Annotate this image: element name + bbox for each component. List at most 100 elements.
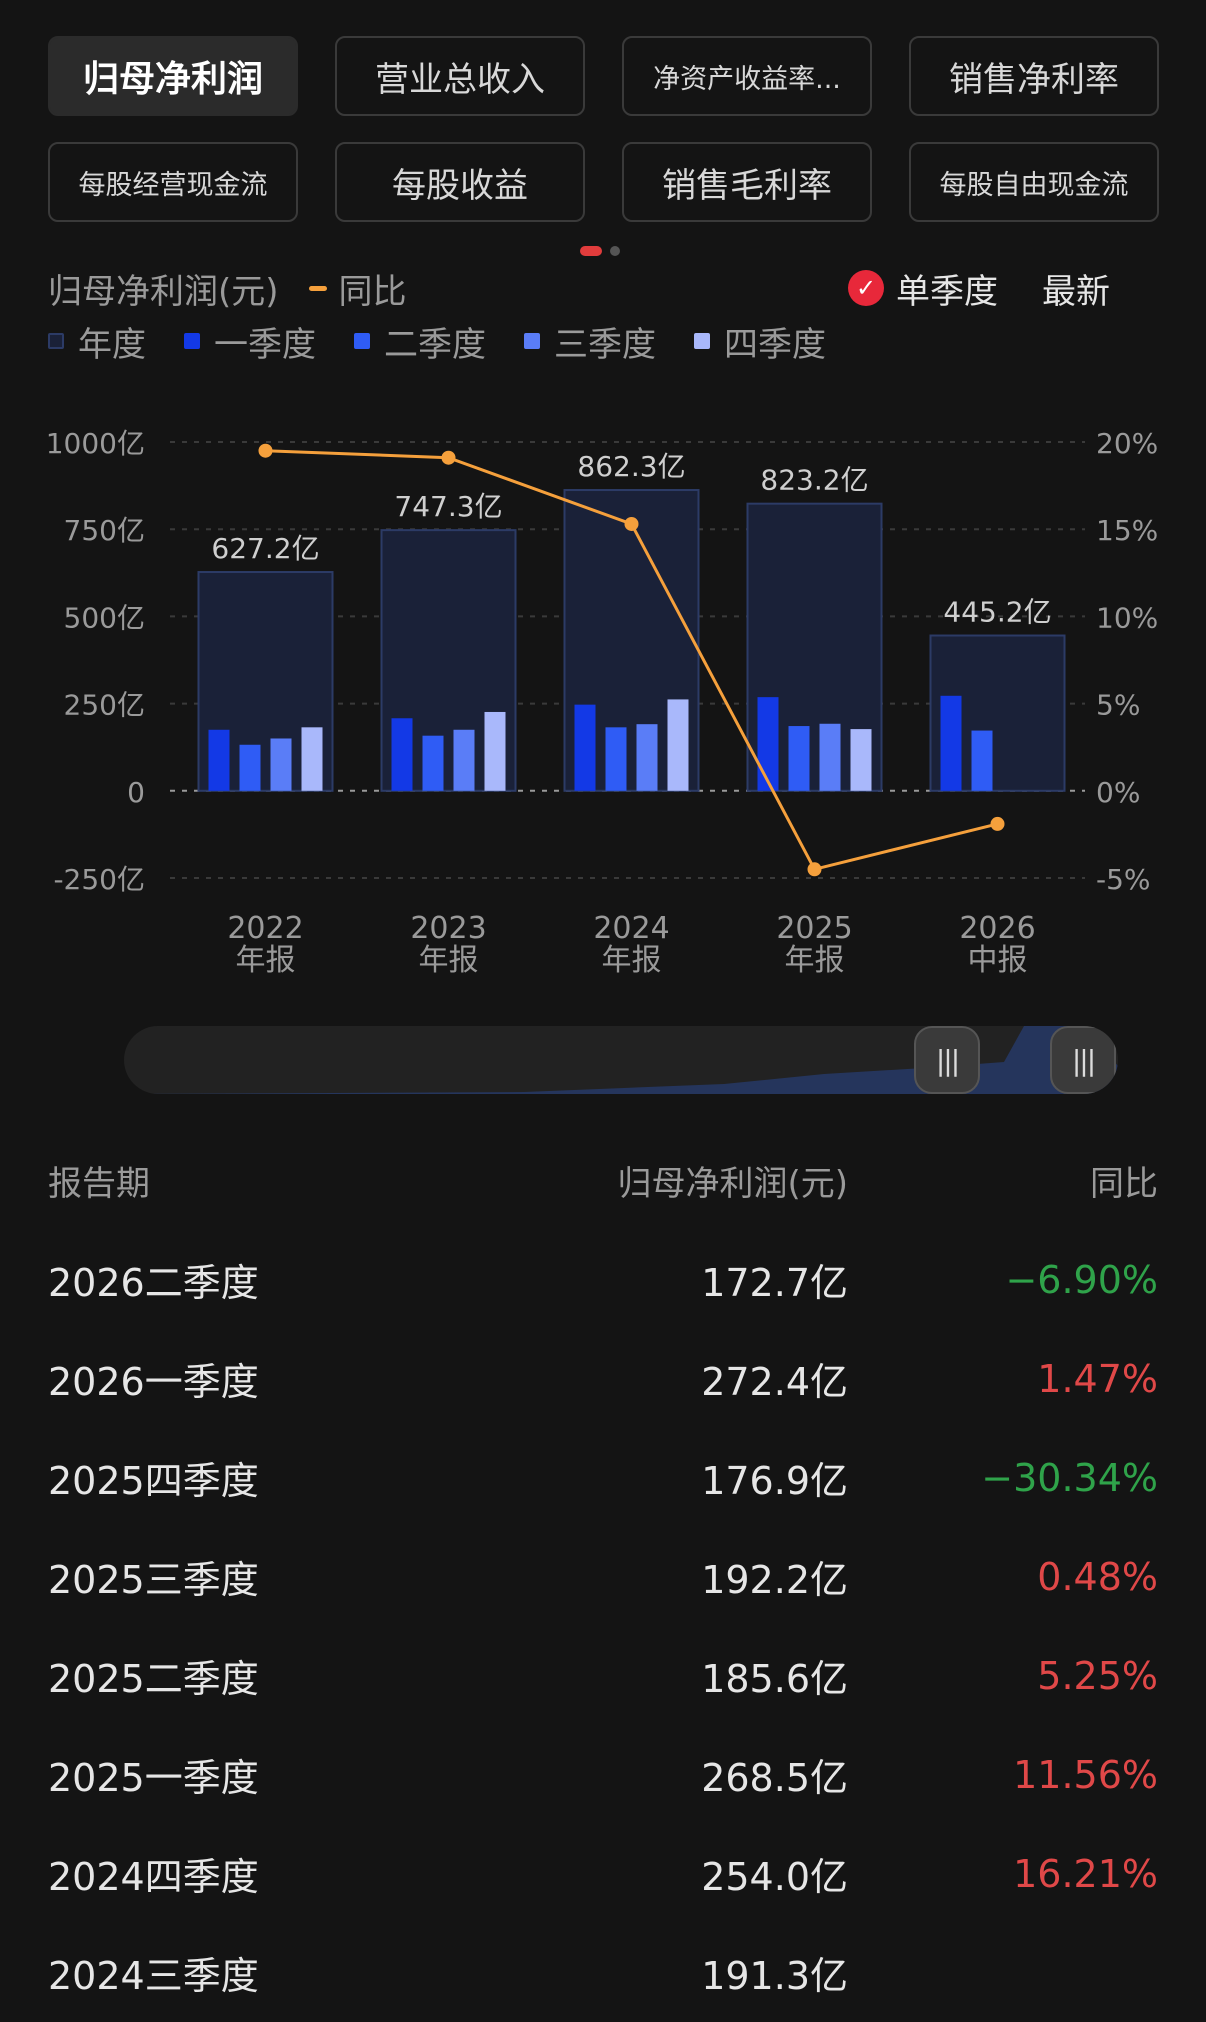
table-row[interactable]: 2025四季度 176.9亿 −30.34% [48,1428,1158,1527]
yoy-point [807,862,822,877]
table-row[interactable]: 2025三季度 192.2亿 0.48% [48,1527,1158,1626]
yoy-cell: 11.56% [1013,1752,1158,1797]
value-cell: 176.9亿 [701,1459,848,1503]
tab-4[interactable]: 每股经营现金流 [48,142,298,222]
yoy-line-swatch [308,285,327,291]
yoy-cell: 0.48% [1037,1554,1158,1599]
tab-3[interactable]: 销售净利率 [909,36,1159,116]
value-cell: 185.6亿 [701,1657,848,1701]
quarter-bar [788,726,810,791]
x-tick-kind: 年报 [236,943,296,978]
annual-value-label: 445.2亿 [943,596,1051,629]
table-row[interactable]: 2024四季度 254.0亿 16.21% [48,1824,1158,1923]
legend-swatch [48,333,64,349]
period-cell: 2024三季度 [48,1954,259,1998]
quarter-bar [971,730,993,791]
quarter-bar [301,727,323,791]
yoy-cell: 5.25% [1037,1653,1158,1698]
quarter-bar [757,697,779,791]
tab-7[interactable]: 每股自由现金流 [909,142,1159,222]
x-tick-year: 2025 [776,911,852,946]
x-tick-kind: 年报 [602,943,662,978]
legend-label: 三季度 [554,324,656,365]
quarter-bar [940,695,962,791]
page-dot[interactable] [610,246,620,256]
series-legend: 年度 一季度 二季度 三季度 四季度 [48,317,864,366]
data-table: 2026二季度 172.7亿 −6.90% 2026一季度 272.4亿 1.47% 202… [48,1230,1158,2022]
x-tick-year: 2022 [227,911,303,946]
yoy-legend-label[interactable]: 同比 [338,271,407,312]
chart-controls: ✓ 单季度 最新 [848,264,1158,313]
yoy-cell: 1.47% [1037,1356,1158,1401]
legend-swatch [184,333,200,349]
x-tick-year: 2026 [959,911,1035,946]
yoy-cell: −30.34% [981,1455,1158,1500]
legend-item-4[interactable]: 四季度 [694,317,826,366]
y-left-tick-label: 250亿 [64,689,145,722]
period-cell: 2026二季度 [48,1261,259,1305]
legend-label: 四季度 [724,324,826,365]
table-row[interactable]: 2025一季度 268.5亿 11.56% [48,1725,1158,1824]
table-row[interactable]: 2024三季度 191.3亿 [48,1923,1158,2022]
y-right-tick-label: 10% [1096,601,1158,634]
tab-5[interactable]: 每股收益 [335,142,585,222]
legend-item-1[interactable]: 一季度 [184,317,316,366]
checkmark-icon[interactable]: ✓ [848,270,884,306]
header-net-profit: 归母净利润(元) [617,1163,848,1204]
tab-6[interactable]: 销售毛利率 [622,142,872,222]
y-left-tick-label: 500亿 [64,601,145,634]
yoy-cell: 16.21% [1013,1851,1158,1896]
y-right-tick-label: 0% [1096,776,1140,809]
net-profit-chart: -250亿 0 250亿 500亿 750亿 1000亿 -5% 0% 5% 10% 15% 20% 6… [46,427,1159,978]
slider-preview-area [124,1026,1118,1094]
legend-swatch [524,333,540,349]
legend-swatch [694,333,710,349]
table-row[interactable]: 2026二季度 172.7亿 −6.90% [48,1230,1158,1329]
yoy-point [624,516,639,531]
x-tick-kind: 中报 [968,943,1028,978]
legend-item-2[interactable]: 二季度 [354,317,486,366]
header-yoy: 同比 [1090,1163,1158,1204]
page-dot-active[interactable] [580,246,602,256]
x-tick-kind: 年报 [419,943,479,978]
header-period: 报告期 [48,1163,150,1204]
tab-0[interactable]: 归母净利润 [48,36,298,116]
latest-button[interactable]: 最新 [1042,271,1110,312]
quarter-bar [270,738,292,791]
y-left-tick-label: 0 [127,776,145,809]
value-cell: 172.7亿 [701,1261,848,1305]
period-cell: 2025三季度 [48,1558,259,1602]
quarter-bar [605,727,627,791]
y-left-tick-label: -250亿 [53,863,145,896]
legend-label: 年度 [78,324,146,365]
legend-item-0[interactable]: 年度 [48,317,146,366]
annual-value-label: 747.3亿 [394,490,502,523]
chart-header: 归母净利润(元) 同比 ✓ 单季度 最新 [48,264,1158,312]
quarter-bar [208,729,230,791]
slider-right-handle[interactable]: ||| [1050,1026,1116,1094]
value-cell: 272.4亿 [701,1360,848,1404]
range-slider[interactable]: ||| ||| [124,1026,1118,1094]
quarter-bar [667,699,689,791]
slider-left-handle[interactable]: ||| [914,1026,980,1094]
quarter-bar [453,729,475,791]
table-row[interactable]: 2025二季度 185.6亿 5.25% [48,1626,1158,1725]
quarter-bar [391,718,413,791]
y-right-tick-label: 15% [1096,514,1158,547]
annual-value-label: 627.2亿 [211,532,319,565]
value-cell: 191.3亿 [701,1954,848,1998]
tab-2[interactable]: 净资产收益率... [622,36,872,116]
tab-1[interactable]: 营业总收入 [335,36,585,116]
annual-value-label: 823.2亿 [760,464,868,497]
table-row[interactable]: 2026一季度 272.4亿 1.47% [48,1329,1158,1428]
y-right-tick-label: 5% [1096,689,1140,722]
x-tick-kind: 年报 [785,943,845,978]
period-cell: 2025二季度 [48,1657,259,1701]
y-right-tick-label: 20% [1096,427,1158,460]
metric-tabs: 归母净利润 营业总收入 净资产收益率... 销售净利率每股经营现金流 每股收益 销售毛利率… [48,36,1159,222]
single-quarter-toggle[interactable]: 单季度 [896,271,998,312]
legend-item-3[interactable]: 三季度 [524,317,656,366]
value-cell: 268.5亿 [701,1756,848,1800]
legend-label: 二季度 [384,324,486,365]
y-left-tick-label: 1000亿 [46,427,145,460]
